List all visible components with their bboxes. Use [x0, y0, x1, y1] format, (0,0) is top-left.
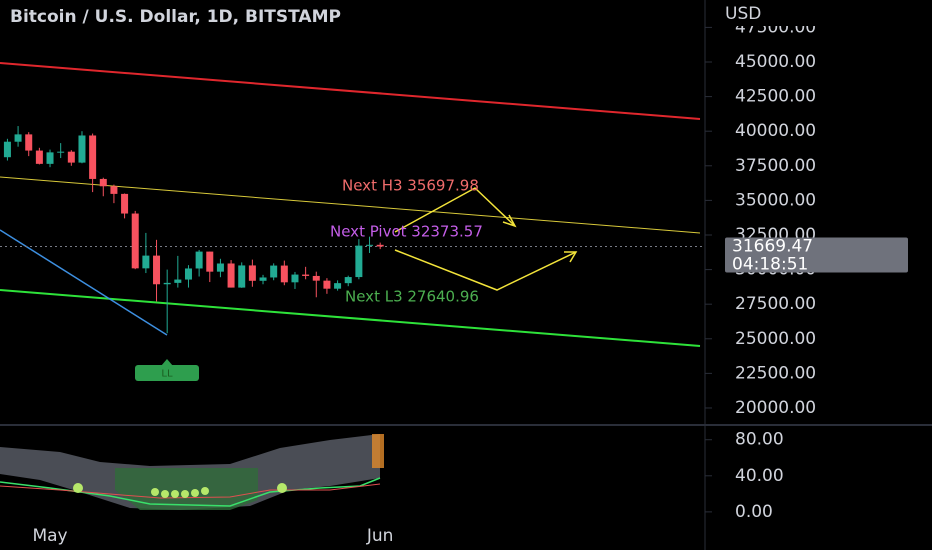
currency-label: USD: [725, 4, 761, 24]
chart-title: Bitcoin / U.S. Dollar, 1D, BITSTAMP: [10, 7, 341, 27]
candle-body: [216, 263, 224, 272]
candle-body: [206, 251, 214, 272]
candle-body: [99, 178, 107, 187]
candle-body: [121, 193, 129, 214]
candle-body: [302, 274, 310, 276]
indicator-bar: [372, 434, 384, 468]
candle-body: [355, 245, 363, 278]
y-tick-label: 42500.00: [735, 87, 816, 107]
candle-body: [195, 251, 203, 269]
arrow-head: [564, 251, 578, 263]
candle-body: [259, 277, 267, 281]
price-label: 31669.47: [732, 236, 813, 256]
candle-body: [35, 150, 43, 164]
channel-top: [0, 62, 701, 120]
y-tick-label: 22500.00: [735, 363, 816, 383]
candle-body: [110, 186, 118, 194]
candle-body: [57, 151, 65, 153]
candle-body: [270, 265, 278, 278]
y-tick-label: 0.00: [735, 502, 773, 522]
candle-body: [366, 244, 374, 246]
x-tick-label: May: [32, 526, 67, 546]
axis-header: [706, 0, 932, 26]
ll-marker-tip: [161, 359, 173, 366]
candle-body: [25, 134, 33, 151]
y-tick-label: 27500.00: [735, 294, 816, 314]
candle-body: [227, 263, 235, 288]
candle-body: [14, 134, 22, 142]
candle-body: [376, 244, 384, 247]
candle-body: [67, 151, 75, 163]
candle-body: [248, 265, 256, 281]
y-tick-label: 20000.00: [735, 398, 816, 418]
candle-body: [280, 265, 288, 283]
trend-line: [0, 229, 168, 336]
candle-body: [184, 268, 192, 280]
indicator-dots: [73, 483, 287, 498]
y-tick-label: 40000.00: [735, 121, 816, 141]
arrow-head: [502, 214, 517, 228]
candle-body: [163, 282, 171, 285]
y-tick-label: 37500.00: [735, 156, 816, 176]
y-tick-label: 45000.00: [735, 52, 816, 72]
candle-body: [344, 277, 352, 284]
channel-bottom: [0, 289, 701, 347]
candle-body: [131, 213, 139, 269]
candle-body: [312, 275, 320, 281]
candle-body: [142, 255, 150, 269]
y-tick-label: 35000.00: [735, 190, 816, 210]
x-tick-label: Jun: [366, 526, 394, 546]
candle-body: [174, 279, 182, 283]
projection-up: [394, 187, 516, 233]
indicator-signal: [0, 483, 381, 499]
y-tick-label: 80.00: [735, 430, 784, 450]
annotation: Next Pivot 32373.57: [330, 223, 483, 241]
price-box: [725, 237, 908, 273]
candle-body: [291, 274, 299, 283]
indicator-zone: [115, 468, 258, 510]
candle-body: [89, 135, 97, 179]
annotation: Next H3 35697.98: [342, 177, 479, 195]
y-tick-label: 25000.00: [735, 329, 816, 349]
ll-marker: [135, 365, 199, 381]
candle-body: [334, 283, 342, 289]
candle-body: [153, 255, 161, 285]
candle-body: [46, 152, 54, 164]
candle-body: [323, 280, 331, 289]
projection-down: [394, 249, 577, 291]
countdown-label: 04:18:51: [732, 254, 808, 274]
ll-label: LL: [161, 369, 173, 380]
y-tick-label: 40.00: [735, 466, 784, 486]
candle-body: [238, 265, 246, 288]
annotation: Next L3 27640.96: [345, 288, 479, 306]
candle-body: [78, 135, 86, 163]
candle-body: [3, 141, 11, 158]
